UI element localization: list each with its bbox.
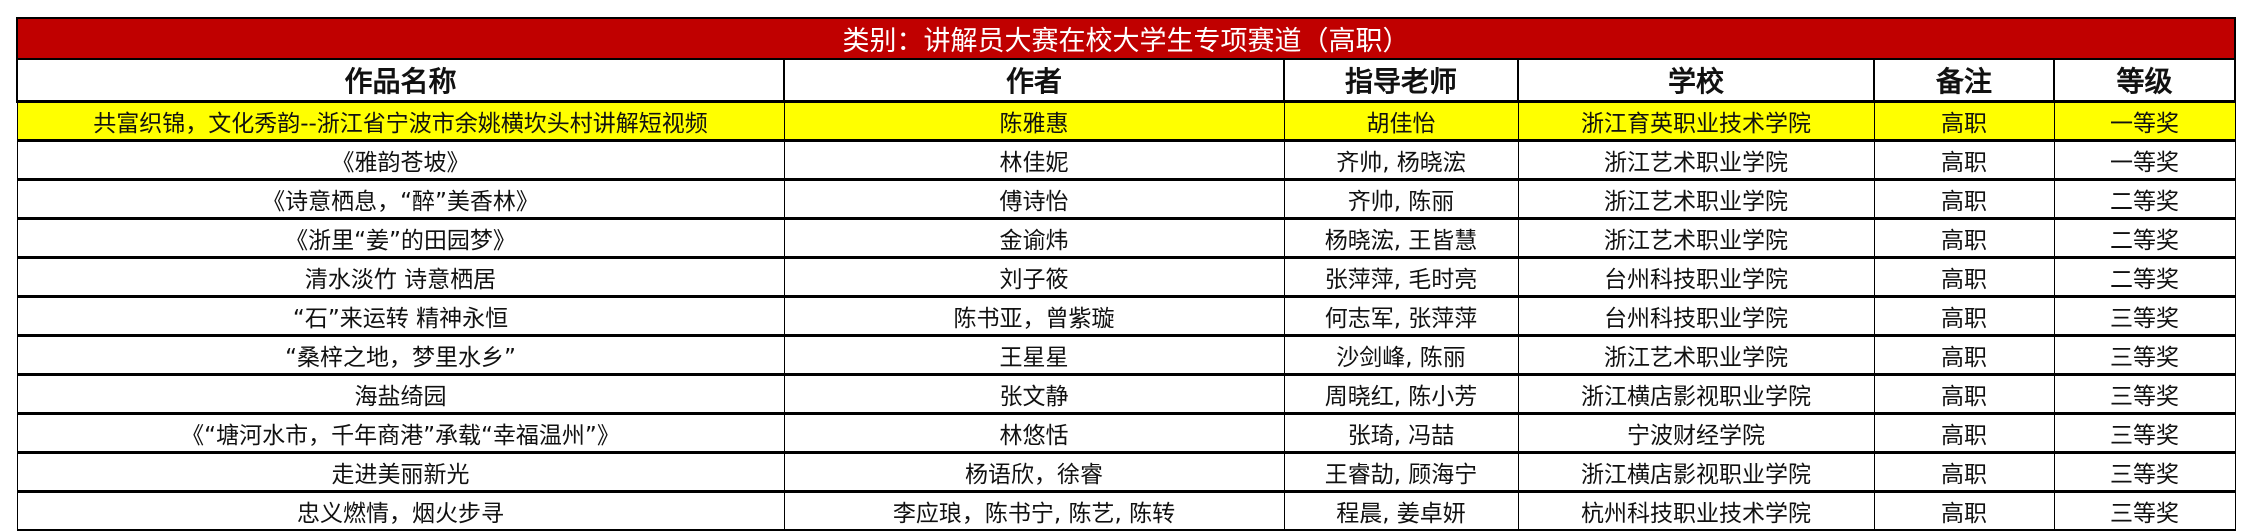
cell-remark: 高职	[1873, 373, 2055, 415]
cell-school: 浙江艺术职业学院	[1517, 334, 1875, 376]
cell-remark: 高职	[1873, 295, 2055, 337]
header-advisor: 指导老师	[1283, 58, 1519, 103]
cell-work-name: 《诗意栖息，“醉”美香林》	[16, 178, 785, 220]
results-sheet: 类别：讲解员大赛在校大学生专项赛道（高职） 作品名称 作者 指导老师 学校 备注…	[15, 17, 2237, 531]
table-title: 类别：讲解员大赛在校大学生专项赛道（高职）	[15, 17, 2237, 60]
table-row: “石”来运转 精神永恒 陈书亚，曾紫璇 何志军, 张萍萍 台州科技职业学院 高职 三等奖	[16, 295, 2236, 337]
cell-grade: 一等奖	[2053, 139, 2236, 181]
header-remark: 备注	[1873, 58, 2055, 103]
cell-advisor: 程晨, 姜卓妍	[1283, 490, 1519, 531]
cell-author: 杨语欣，徐睿	[783, 451, 1285, 493]
header-row: 作品名称 作者 指导老师 学校 备注 等级	[16, 58, 2237, 103]
cell-school: 浙江艺术职业学院	[1517, 139, 1875, 181]
cell-school: 浙江艺术职业学院	[1517, 217, 1875, 259]
cell-advisor: 张萍萍, 毛时亮	[1283, 256, 1519, 298]
cell-remark: 高职	[1873, 139, 2055, 181]
cell-work-name: 清水淡竹 诗意栖居	[16, 256, 785, 298]
cell-author: 林佳妮	[783, 139, 1285, 181]
cell-grade: 三等奖	[2053, 490, 2236, 531]
cell-work-name: 走进美丽新光	[16, 451, 785, 493]
cell-advisor: 杨晓浤, 王皆慧	[1283, 217, 1519, 259]
cell-school: 宁波财经学院	[1517, 412, 1875, 454]
cell-school: 杭州科技职业技术学院	[1517, 490, 1875, 531]
cell-author: 陈雅惠	[783, 100, 1285, 142]
cell-work-name: 《雅韵苍坡》	[16, 139, 785, 181]
cell-work-name: 忠义燃情，烟火步寻	[16, 490, 785, 531]
cell-grade: 二等奖	[2053, 256, 2236, 298]
cell-advisor: 沙剑峰, 陈丽	[1283, 334, 1519, 376]
cell-advisor: 何志军, 张萍萍	[1283, 295, 1519, 337]
cell-school: 浙江育英职业技术学院	[1517, 100, 1875, 142]
cell-school: 浙江艺术职业学院	[1517, 178, 1875, 220]
cell-author: 陈书亚，曾紫璇	[783, 295, 1285, 337]
cell-work-name: 海盐绮园	[16, 373, 785, 415]
cell-grade: 三等奖	[2053, 451, 2236, 493]
cell-school: 浙江横店影视职业学院	[1517, 451, 1875, 493]
cell-remark: 高职	[1873, 334, 2055, 376]
cell-work-name: “桑梓之地，梦里水乡”	[16, 334, 785, 376]
cell-remark: 高职	[1873, 100, 2055, 142]
cell-work-name: 《“塘河水市，千年商港”承载“幸福温州”》	[16, 412, 785, 454]
cell-advisor: 齐帅, 陈丽	[1283, 178, 1519, 220]
cell-grade: 三等奖	[2053, 295, 2236, 337]
cell-work-name: “石”来运转 精神永恒	[16, 295, 785, 337]
table-row: 《诗意栖息，“醉”美香林》 傅诗怡 齐帅, 陈丽 浙江艺术职业学院 高职 二等奖	[16, 178, 2236, 220]
cell-remark: 高职	[1873, 178, 2055, 220]
table-row: 共富织锦，文化秀韵--浙江省宁波市余姚横坎头村讲解短视频 陈雅惠 胡佳怡 浙江育英职业…	[16, 100, 2236, 142]
table-row: 《“塘河水市，千年商港”承载“幸福温州”》 林悠恬 张琦, 冯喆 宁波财经学院 高职 三等…	[16, 412, 2236, 454]
table-row: 清水淡竹 诗意栖居 刘子筱 张萍萍, 毛时亮 台州科技职业学院 高职 二等奖	[16, 256, 2236, 298]
header-grade: 等级	[2052, 58, 2237, 103]
table-row: 《浙里“姜”的田园梦》 金谕炜 杨晓浤, 王皆慧 浙江艺术职业学院 高职 二等奖	[16, 217, 2236, 259]
table-row: 忠义燃情，烟火步寻 李应琅，陈书宁, 陈艺, 陈转 程晨, 姜卓妍 杭州科技职业技术学…	[16, 490, 2236, 531]
cell-author: 王星星	[783, 334, 1285, 376]
cell-school: 台州科技职业学院	[1517, 295, 1875, 337]
header-work-name: 作品名称	[16, 58, 785, 103]
cell-grade: 一等奖	[2053, 100, 2236, 142]
cell-grade: 三等奖	[2053, 373, 2236, 415]
header-school: 学校	[1517, 58, 1875, 103]
cell-author: 傅诗怡	[783, 178, 1285, 220]
cell-grade: 二等奖	[2053, 178, 2236, 220]
results-table: 类别：讲解员大赛在校大学生专项赛道（高职） 作品名称 作者 指导老师 学校 备注…	[15, 17, 2237, 531]
cell-author: 张文静	[783, 373, 1285, 415]
cell-grade: 三等奖	[2053, 334, 2236, 376]
cell-author: 金谕炜	[783, 217, 1285, 259]
cell-author: 李应琅，陈书宁, 陈艺, 陈转	[783, 490, 1285, 531]
cell-remark: 高职	[1873, 451, 2055, 493]
cell-author: 刘子筱	[783, 256, 1285, 298]
cell-advisor: 胡佳怡	[1283, 100, 1519, 142]
cell-advisor: 王睿劼, 顾海宁	[1283, 451, 1519, 493]
cell-school: 浙江横店影视职业学院	[1517, 373, 1875, 415]
cell-work-name: 共富织锦，文化秀韵--浙江省宁波市余姚横坎头村讲解短视频	[16, 100, 785, 142]
cell-school: 台州科技职业学院	[1517, 256, 1875, 298]
cell-advisor: 齐帅, 杨晓浤	[1283, 139, 1519, 181]
cell-advisor: 周晓红, 陈小芳	[1283, 373, 1519, 415]
cell-grade: 二等奖	[2053, 217, 2236, 259]
cell-remark: 高职	[1873, 412, 2055, 454]
cell-work-name: 《浙里“姜”的田园梦》	[16, 217, 785, 259]
cell-remark: 高职	[1873, 490, 2055, 531]
table-row: 海盐绮园 张文静 周晓红, 陈小芳 浙江横店影视职业学院 高职 三等奖	[16, 373, 2236, 415]
cell-remark: 高职	[1873, 217, 2055, 259]
cell-remark: 高职	[1873, 256, 2055, 298]
table-row: “桑梓之地，梦里水乡” 王星星 沙剑峰, 陈丽 浙江艺术职业学院 高职 三等奖	[16, 334, 2236, 376]
cell-advisor: 张琦, 冯喆	[1283, 412, 1519, 454]
table-row: 走进美丽新光 杨语欣，徐睿 王睿劼, 顾海宁 浙江横店影视职业学院 高职 三等奖	[16, 451, 2236, 493]
table-row: 《雅韵苍坡》 林佳妮 齐帅, 杨晓浤 浙江艺术职业学院 高职 一等奖	[16, 139, 2236, 181]
cell-author: 林悠恬	[783, 412, 1285, 454]
cell-grade: 三等奖	[2053, 412, 2236, 454]
header-author: 作者	[783, 58, 1285, 103]
title-row: 类别：讲解员大赛在校大学生专项赛道（高职）	[15, 17, 2237, 60]
